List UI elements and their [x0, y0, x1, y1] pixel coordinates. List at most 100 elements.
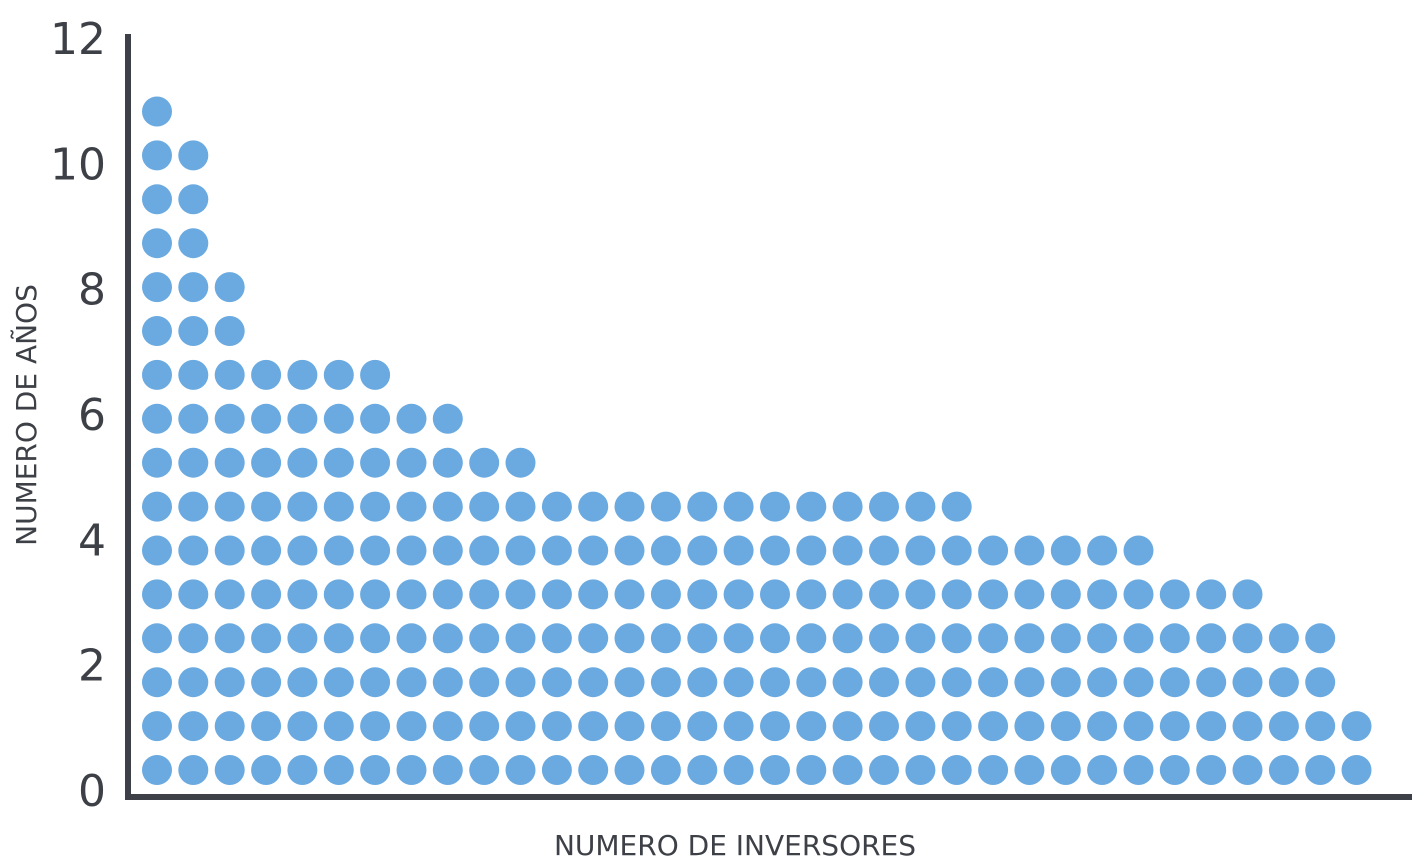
- data-dot: [869, 711, 899, 742]
- data-dot: [360, 491, 391, 522]
- data-dot: [1159, 579, 1190, 610]
- data-dot: [1159, 667, 1190, 698]
- data-dot: [796, 623, 827, 654]
- data-dot: [869, 535, 899, 566]
- data-dot: [723, 491, 754, 522]
- data-dot: [178, 711, 209, 742]
- data-dot: [832, 491, 863, 522]
- data-dot: [1305, 623, 1336, 654]
- data-dot: [396, 447, 427, 478]
- data-dot: [432, 535, 463, 566]
- data-dot: [1196, 755, 1227, 785]
- data-dot: [869, 755, 899, 785]
- data-dot: [469, 579, 500, 610]
- data-dot: [978, 711, 1009, 742]
- data-dot: [469, 447, 500, 478]
- data-dot: [1232, 755, 1263, 785]
- data-dot: [178, 228, 209, 259]
- data-dot: [1123, 711, 1154, 742]
- data-dot: [1232, 579, 1263, 610]
- data-dot: [650, 667, 681, 698]
- data-dot: [905, 579, 936, 610]
- data-dot: [1050, 623, 1081, 654]
- data-dot: [832, 667, 863, 698]
- data-dot: [469, 755, 500, 785]
- data-dot: [469, 667, 500, 698]
- data-dot: [396, 579, 427, 610]
- data-dot: [360, 667, 391, 698]
- data-dot: [760, 755, 790, 785]
- data-dot: [1087, 755, 1118, 785]
- data-dot: [287, 535, 318, 566]
- data-dot: [178, 403, 209, 434]
- data-dot: [723, 535, 754, 566]
- data-dot: [287, 667, 318, 698]
- data-dot: [178, 316, 209, 346]
- data-dot: [1123, 623, 1154, 654]
- data-dot: [432, 447, 463, 478]
- data-dot: [142, 96, 172, 127]
- data-dot: [614, 491, 645, 522]
- data-dot: [396, 623, 427, 654]
- data-dot: [178, 359, 209, 390]
- data-dot: [1050, 711, 1081, 742]
- data-dot: [905, 755, 936, 785]
- y-tick-labels: 0 2 4 6 8 10 12: [50, 14, 106, 817]
- data-dot: [832, 711, 863, 742]
- data-dot: [178, 272, 209, 303]
- data-dot: [614, 667, 645, 698]
- data-dot: [360, 711, 391, 742]
- data-dot: [505, 711, 536, 742]
- data-dot: [287, 755, 318, 785]
- data-dot: [432, 403, 463, 434]
- data-dot: [142, 491, 172, 522]
- data-dot: [541, 535, 572, 566]
- data-dot: [578, 623, 609, 654]
- data-dot: [578, 535, 609, 566]
- data-dot: [760, 667, 790, 698]
- data-dot: [941, 711, 972, 742]
- data-dot: [178, 755, 209, 785]
- data-dot: [614, 711, 645, 742]
- data-dot: [287, 447, 318, 478]
- data-dot: [469, 535, 500, 566]
- data-dot: [360, 359, 391, 390]
- data-dot: [541, 491, 572, 522]
- data-dot: [760, 535, 790, 566]
- data-dot: [1050, 579, 1081, 610]
- data-dot: [505, 535, 536, 566]
- data-dot: [760, 579, 790, 610]
- data-dot: [214, 755, 245, 785]
- data-dot: [505, 579, 536, 610]
- data-dot: [505, 667, 536, 698]
- data-dot: [614, 535, 645, 566]
- data-dot: [142, 711, 172, 742]
- data-dot: [869, 667, 899, 698]
- data-dot: [178, 623, 209, 654]
- data-dot: [432, 579, 463, 610]
- data-dot: [869, 623, 899, 654]
- data-dot: [1087, 667, 1118, 698]
- data-dot: [541, 711, 572, 742]
- axes: [125, 34, 1412, 800]
- data-dot: [251, 359, 282, 390]
- data-dot: [1050, 535, 1081, 566]
- data-dot: [1050, 755, 1081, 785]
- data-dot: [541, 667, 572, 698]
- y-tick-label: 12: [50, 14, 106, 65]
- data-dot: [578, 491, 609, 522]
- data-dot: [396, 491, 427, 522]
- y-tick-label: 0: [78, 766, 106, 817]
- data-dot: [1268, 623, 1299, 654]
- data-dot: [650, 623, 681, 654]
- data-dot: [1014, 535, 1045, 566]
- data-dot: [1305, 711, 1336, 742]
- data-dot: [832, 535, 863, 566]
- data-dot: [1123, 755, 1154, 785]
- data-dot: [142, 755, 172, 785]
- data-dot: [1087, 623, 1118, 654]
- data-dot: [941, 535, 972, 566]
- data-dot: [323, 711, 354, 742]
- data-dot: [578, 755, 609, 785]
